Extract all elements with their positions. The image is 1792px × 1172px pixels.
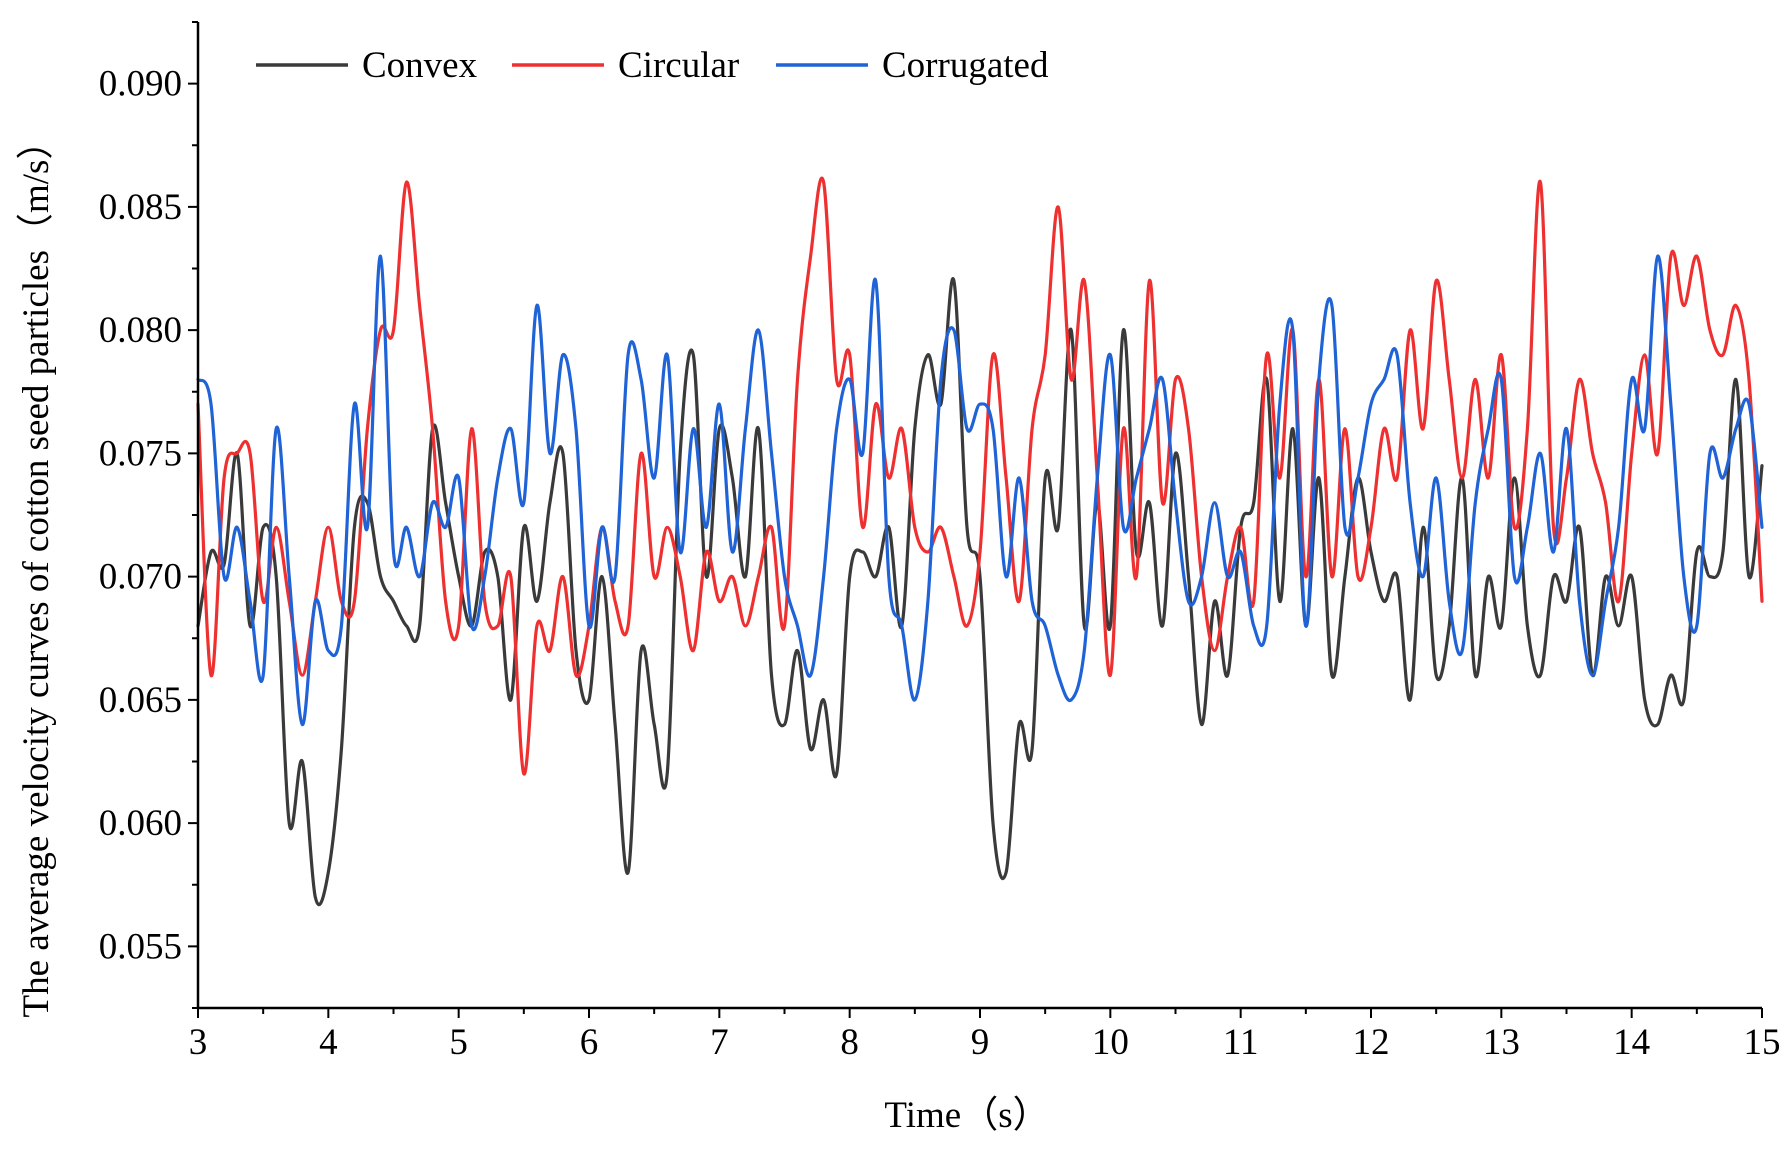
y-tick-label: 0.055 (99, 926, 182, 967)
legend: Convex Circular Corrugated (256, 45, 1049, 86)
y-tick-label: 0.090 (99, 64, 182, 105)
x-tick-label: 6 (580, 1022, 599, 1063)
x-tick-label: 15 (1744, 1022, 1781, 1063)
y-tick-label: 0.060 (99, 803, 182, 844)
legend-label-convex: Convex (362, 45, 478, 86)
x-tick-label: 7 (710, 1022, 729, 1063)
y-tick-label: 0.070 (99, 557, 182, 598)
series-line-circular (196, 176, 1764, 776)
x-tick-label: 9 (971, 1022, 990, 1063)
y-tick-label: 0.085 (99, 187, 182, 228)
y-axis-title: The average velocity curves of cotton se… (16, 123, 57, 1018)
x-tick-label: 11 (1223, 1022, 1259, 1063)
x-tick-label: 10 (1092, 1022, 1129, 1063)
y-tick-label: 0.065 (99, 680, 182, 721)
x-axis-title: Time（s） (884, 1095, 1049, 1136)
x-tick-label: 14 (1613, 1022, 1650, 1063)
x-tick-label: 4 (319, 1022, 338, 1063)
legend-label-corrugated: Corrugated (882, 45, 1049, 86)
y-tick-label: 0.080 (99, 310, 182, 351)
x-tick-label: 3 (189, 1022, 208, 1063)
series-line-convex (196, 277, 1764, 907)
series-lines (196, 176, 1764, 907)
axes: 3 4 5 6 7 8 9 10 11 12 13 14 15 0.055 0.060 0.065 0.070 0… (99, 21, 1781, 1063)
x-tick-label: 5 (449, 1022, 468, 1063)
x-tick-label: 8 (840, 1022, 859, 1063)
series-line-corrugated (196, 254, 1764, 727)
y-tick-label: 0.075 (99, 433, 182, 474)
x-tick-label: 13 (1483, 1022, 1520, 1063)
legend-label-circular: Circular (618, 45, 739, 86)
x-tick-label: 12 (1353, 1022, 1390, 1063)
